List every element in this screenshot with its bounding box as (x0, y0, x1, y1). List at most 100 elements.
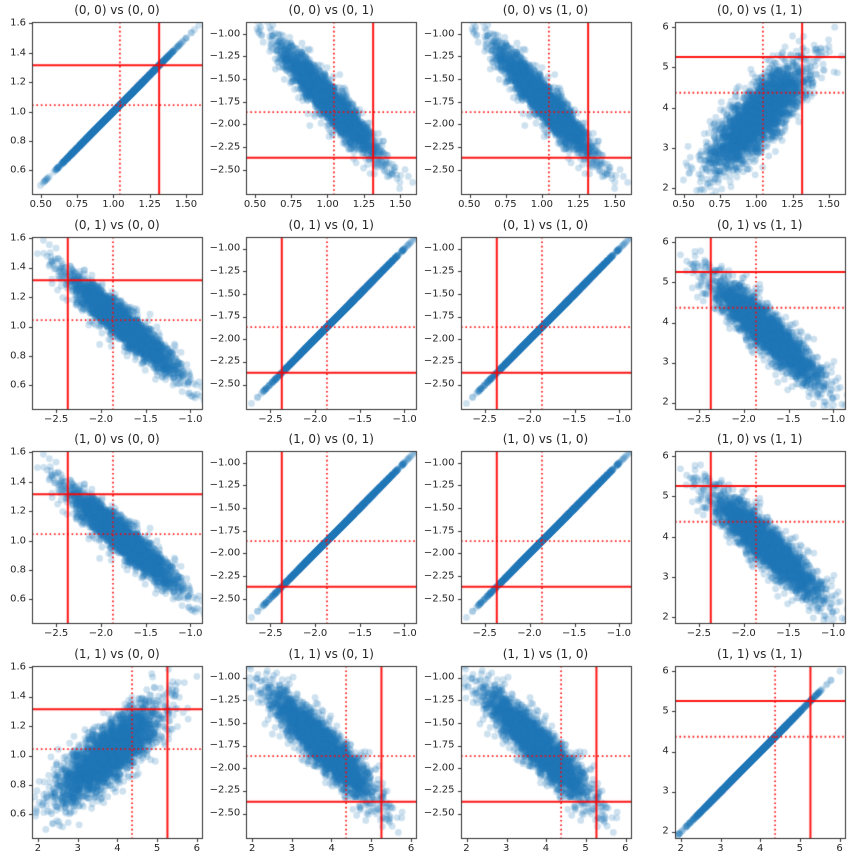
x-tick-label: −2.0 (731, 628, 756, 639)
y-tick-label: 2 (662, 182, 669, 194)
subplot-0-2: (0, 0) vs (1, 0)0.500.751.001.251.50−1.0… (424, 0, 644, 215)
y-tick-label: −2.00 (209, 547, 241, 559)
y-tick-label: −1.25 (209, 479, 241, 491)
subplot-plot-area (642, 214, 857, 430)
y-tick-label: 4 (662, 745, 669, 757)
y-tick-label: −2.25 (423, 570, 455, 582)
y-tick-label: 5 (662, 705, 669, 717)
y-tick-label: −1.25 (423, 50, 455, 62)
y-tick-label: 0.6 (10, 808, 26, 820)
y-tick-label: −1.75 (209, 96, 241, 108)
y-tick-label: −1.00 (209, 242, 241, 254)
y-tick-label: 4 (662, 316, 669, 328)
y-tick-label: 0.6 (10, 379, 26, 391)
subplot-plot-area (428, 0, 644, 215)
subplot-plot-area (642, 0, 857, 215)
x-tick-label: −2.5 (44, 413, 69, 425)
x-tick-label: 1.25 (781, 199, 804, 210)
y-tick-label: −2.25 (209, 570, 241, 582)
x-tick-label: 1.00 (316, 199, 339, 210)
y-tick-label: −1.50 (423, 717, 455, 729)
subplot-2-2: (1, 0) vs (1, 0)−2.5−2.0−1.5−1.0−1.00−1.… (424, 429, 644, 644)
y-tick-label: 1.6 (10, 446, 26, 458)
x-tick-label: 0.75 (280, 199, 303, 210)
x-tick-label: 6 (193, 842, 201, 854)
x-tick-label: −1.5 (776, 413, 801, 425)
x-tick-label: −1.0 (820, 413, 846, 425)
y-tick-label: 1.0 (10, 749, 26, 761)
x-tick-label: 4 (756, 842, 764, 854)
subplot-plot-area (428, 214, 644, 430)
y-tick-label: −1.25 (423, 479, 455, 491)
x-tick-label: −2.0 (88, 413, 114, 425)
x-tick-label: −2.0 (517, 413, 542, 425)
x-tick-label: 1.25 (567, 199, 590, 210)
y-tick-label: 2 (662, 396, 669, 408)
y-tick-label: −1.00 (209, 457, 241, 469)
x-tick-label: 1.00 (744, 199, 768, 210)
y-tick-label: 2 (662, 611, 669, 623)
y-tick-label: 4 (662, 531, 669, 543)
y-tick-label: 1.6 (10, 17, 26, 29)
y-tick-label: 0.8 (10, 779, 26, 791)
x-tick-label: −2.5 (44, 628, 69, 639)
y-tick-label: −2.25 (423, 141, 455, 153)
x-tick-label: −1.5 (133, 628, 158, 639)
x-tick-label: −2.5 (258, 413, 283, 425)
x-tick-label: 5 (796, 842, 804, 854)
y-tick-label: −1.25 (423, 694, 455, 706)
subplot-plot-area (0, 214, 215, 430)
y-tick-label: −2.00 (423, 333, 455, 345)
x-tick-label: 5 (153, 842, 161, 854)
x-tick-label: −2.0 (517, 628, 542, 639)
subplot-3-2: (1, 1) vs (1, 0)23456−1.00−1.25−1.50−1.7… (424, 643, 644, 858)
y-tick-label: −1.25 (209, 694, 241, 706)
y-tick-label: −2.25 (209, 784, 241, 796)
y-tick-label: −1.00 (423, 28, 455, 40)
x-tick-label: 0.50 (458, 199, 481, 210)
x-tick-label: 5 (582, 842, 589, 854)
subplot-1-1: (0, 1) vs (0, 1)−2.5−2.0−1.5−1.0−1.00−1.… (210, 214, 430, 430)
y-tick-label: −2.50 (209, 164, 241, 176)
y-tick-label: −1.25 (209, 50, 241, 62)
subplot-plot-area (214, 643, 430, 858)
y-tick-label: 1.4 (10, 47, 26, 59)
y-tick-label: 0.8 (10, 135, 26, 147)
x-tick-label: 0.75 (494, 199, 517, 210)
y-tick-label: −2.50 (209, 807, 241, 819)
subplot-3-1: (1, 1) vs (0, 1)23456−1.00−1.25−1.50−1.7… (210, 643, 430, 858)
x-tick-label: 1.50 (389, 199, 412, 210)
x-tick-label: −2.5 (258, 628, 283, 639)
y-tick-label: −1.25 (423, 265, 455, 277)
x-tick-label: 6 (836, 842, 843, 854)
x-tick-label: 1.25 (138, 199, 161, 210)
y-tick-label: −1.50 (423, 73, 455, 85)
subplot-1-0: (0, 1) vs (0, 0)−2.5−2.0−1.5−1.00.60.81.… (0, 214, 215, 430)
y-tick-label: −1.25 (209, 265, 241, 277)
y-tick-label: 6 (662, 236, 669, 248)
y-tick-label: 6 (662, 665, 669, 677)
x-tick-label: −2.0 (302, 628, 328, 639)
x-tick-label: −2.5 (472, 628, 497, 639)
x-tick-label: −1.0 (178, 413, 203, 425)
subplot-0-0: (0, 0) vs (0, 0)0.500.751.001.251.500.60… (0, 0, 215, 215)
y-tick-label: 1.2 (10, 720, 26, 732)
y-tick-label: −2.25 (423, 355, 455, 367)
y-tick-label: 5 (662, 61, 669, 73)
x-tick-label: −1.0 (606, 628, 632, 639)
y-tick-label: 2 (662, 825, 669, 837)
y-tick-label: 6 (662, 21, 669, 33)
x-tick-label: 4 (114, 842, 121, 854)
x-tick-label: −1.0 (606, 413, 632, 425)
y-tick-label: −1.75 (423, 310, 455, 322)
y-tick-label: 1.2 (10, 291, 26, 303)
x-tick-label: −2.0 (88, 628, 114, 639)
y-tick-label: 5 (662, 490, 669, 502)
subplot-plot-area (214, 214, 430, 430)
y-tick-label: 3 (662, 785, 669, 797)
x-tick-label: −1.0 (178, 628, 203, 639)
y-tick-label: −2.25 (209, 141, 241, 153)
y-tick-label: −1.50 (209, 717, 241, 729)
y-tick-label: −1.00 (209, 671, 241, 683)
